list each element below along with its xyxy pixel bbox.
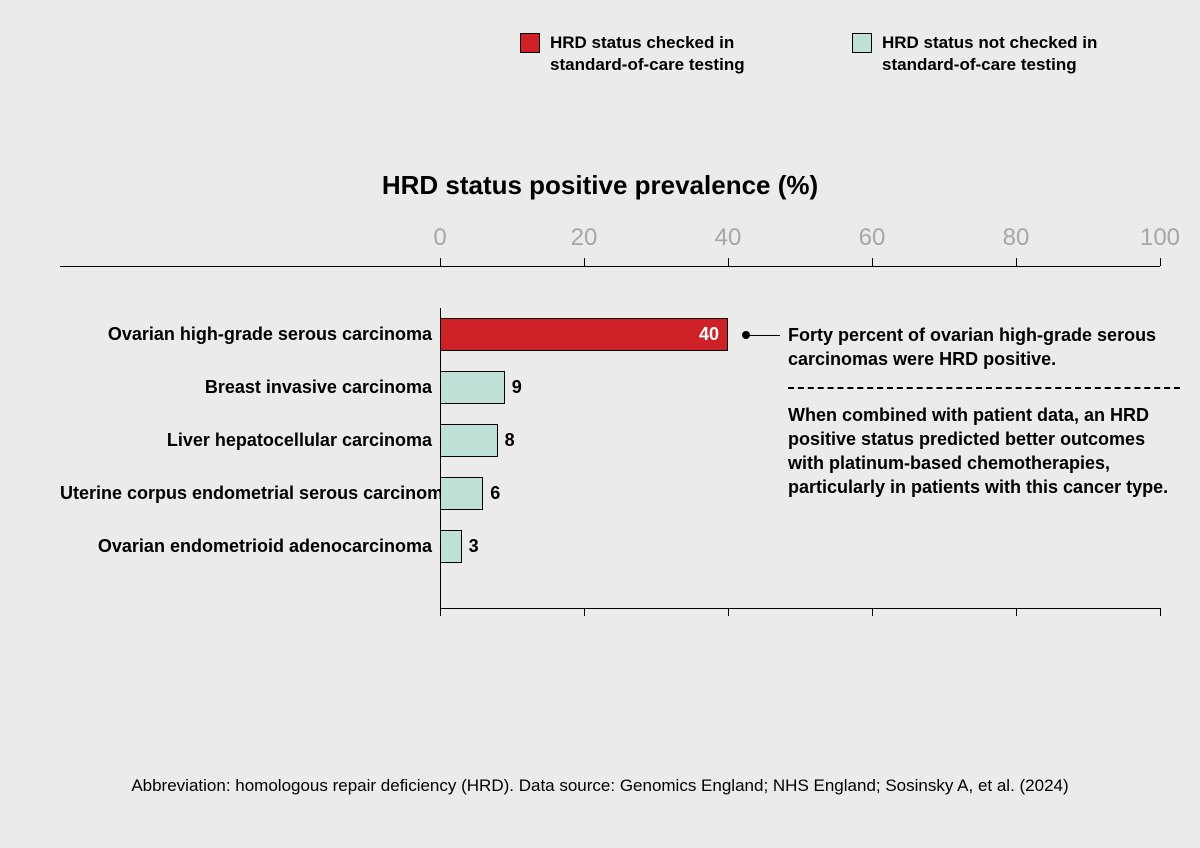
bar-value: 3 bbox=[469, 536, 479, 557]
annotation-primary: Forty percent of ovarian high-grade sero… bbox=[788, 323, 1180, 372]
bar-category-label: Uterine corpus endometrial serous carcin… bbox=[60, 483, 440, 504]
y-axis-line bbox=[440, 308, 441, 608]
callout-dot-icon bbox=[742, 331, 750, 339]
x-tick-label: 40 bbox=[715, 224, 742, 252]
callout-line bbox=[746, 335, 780, 336]
x-tick-label: 0 bbox=[433, 224, 446, 252]
axis-bottom-line bbox=[440, 608, 1160, 609]
x-axis-top: 020406080100 bbox=[60, 224, 1160, 266]
bar: 8 bbox=[440, 424, 498, 457]
bar-category-label: Breast invasive carcinoma bbox=[60, 377, 440, 398]
x-tick-mark bbox=[728, 258, 729, 266]
annotation-secondary: When combined with patient data, an HRD … bbox=[788, 403, 1180, 500]
x-tick-mark bbox=[872, 258, 873, 266]
annotation-divider bbox=[788, 387, 1180, 389]
x-tick-label: 60 bbox=[859, 224, 886, 252]
legend-label: HRD status not checked in standard-of-ca… bbox=[882, 32, 1122, 76]
bar-category-label: Liver hepatocellular carcinoma bbox=[60, 430, 440, 451]
chart-area: 020406080100 Ovarian high-grade serous c… bbox=[60, 224, 1160, 573]
x-tick-label: 80 bbox=[1003, 224, 1030, 252]
legend-item: HRD status checked in standard-of-care t… bbox=[520, 32, 790, 76]
bar: 6 bbox=[440, 477, 483, 510]
bar: 9 bbox=[440, 371, 505, 404]
x-tick-label: 20 bbox=[571, 224, 598, 252]
bar-value: 6 bbox=[490, 483, 500, 504]
x-tick-mark bbox=[1160, 258, 1161, 266]
plot-region: Ovarian high-grade serous carcinoma40Bre… bbox=[440, 308, 1160, 573]
legend-label: HRD status checked in standard-of-care t… bbox=[550, 32, 790, 76]
bar-category-label: Ovarian high-grade serous carcinoma bbox=[60, 324, 440, 345]
footer-citation: Abbreviation: homologous repair deficien… bbox=[0, 776, 1200, 796]
x-tick-mark-bottom bbox=[1016, 608, 1017, 616]
legend: HRD status checked in standard-of-care t… bbox=[520, 32, 1122, 76]
x-tick-mark-bottom bbox=[584, 608, 585, 616]
legend-swatch bbox=[852, 33, 872, 53]
bar-category-label: Ovarian endometrioid adenocarcinoma bbox=[60, 536, 440, 557]
bar-value: 9 bbox=[512, 377, 522, 398]
bar-value: 40 bbox=[699, 324, 727, 345]
x-tick-mark-bottom bbox=[440, 608, 441, 616]
x-tick-mark bbox=[584, 258, 585, 266]
bar: 40 bbox=[440, 318, 728, 351]
legend-swatch bbox=[520, 33, 540, 53]
x-tick-mark bbox=[1016, 258, 1017, 266]
x-tick-mark-bottom bbox=[872, 608, 873, 616]
bar-value: 8 bbox=[505, 430, 515, 451]
bar-row: Ovarian endometrioid adenocarcinoma3 bbox=[440, 520, 1160, 573]
x-tick-mark-bottom bbox=[728, 608, 729, 616]
legend-item: HRD status not checked in standard-of-ca… bbox=[852, 32, 1122, 76]
bar: 3 bbox=[440, 530, 462, 563]
axis-top-line bbox=[60, 266, 1160, 267]
x-tick-mark-bottom bbox=[1160, 608, 1161, 616]
x-tick-mark bbox=[440, 258, 441, 266]
x-tick-label: 100 bbox=[1140, 224, 1180, 252]
chart-title: HRD status positive prevalence (%) bbox=[0, 170, 1200, 201]
